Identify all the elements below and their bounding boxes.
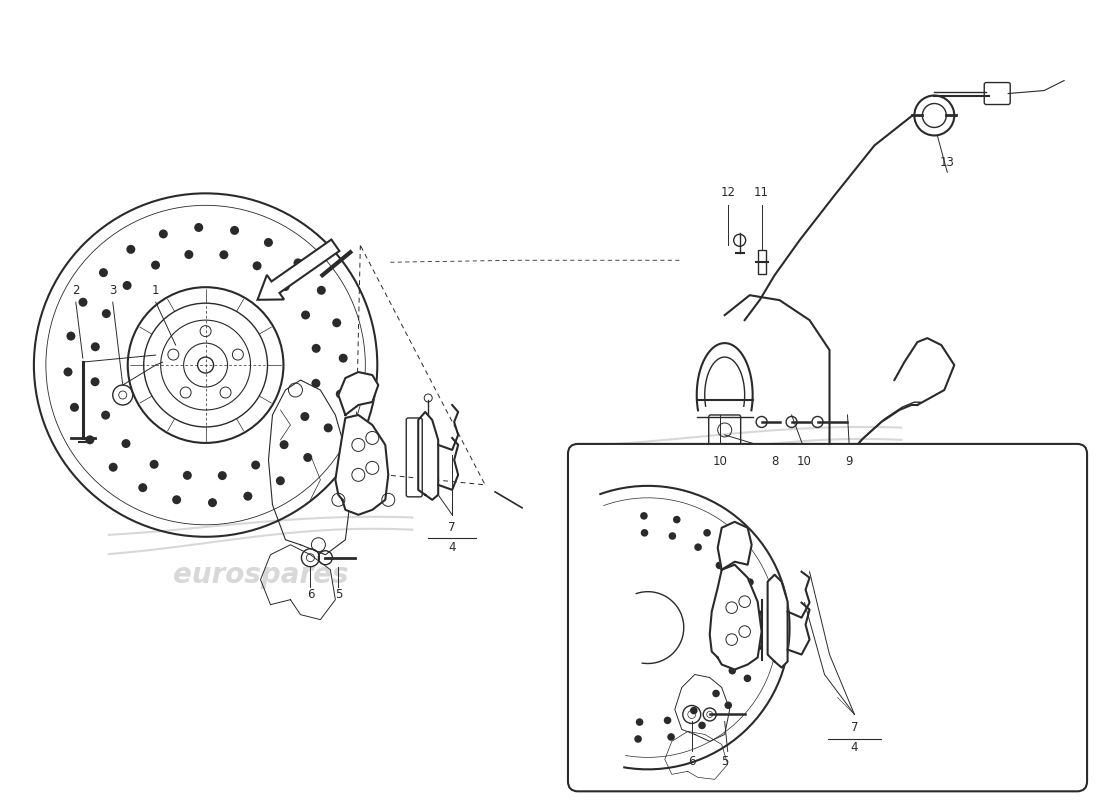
- Polygon shape: [336, 415, 388, 515]
- Polygon shape: [768, 574, 788, 667]
- Circle shape: [218, 471, 227, 480]
- Circle shape: [280, 282, 289, 291]
- Circle shape: [183, 471, 191, 480]
- Circle shape: [668, 733, 675, 741]
- Circle shape: [304, 453, 312, 462]
- FancyArrow shape: [257, 239, 340, 300]
- Circle shape: [172, 495, 182, 504]
- Circle shape: [253, 262, 262, 270]
- Circle shape: [755, 610, 762, 618]
- Circle shape: [728, 667, 736, 674]
- Circle shape: [66, 332, 76, 341]
- Polygon shape: [717, 522, 751, 570]
- Text: 5: 5: [720, 755, 728, 768]
- Circle shape: [730, 586, 738, 593]
- Text: 13: 13: [939, 156, 955, 169]
- Circle shape: [713, 690, 719, 698]
- Text: 10: 10: [713, 455, 727, 468]
- Text: 12: 12: [720, 186, 735, 199]
- Circle shape: [311, 379, 320, 388]
- Circle shape: [716, 562, 723, 569]
- Text: 11: 11: [755, 186, 769, 199]
- Circle shape: [301, 310, 310, 319]
- Circle shape: [738, 612, 746, 620]
- Circle shape: [208, 498, 217, 507]
- Circle shape: [99, 268, 108, 277]
- Circle shape: [251, 461, 260, 470]
- Circle shape: [755, 643, 761, 651]
- Circle shape: [90, 378, 99, 386]
- Circle shape: [323, 423, 332, 432]
- Circle shape: [195, 223, 204, 232]
- Circle shape: [737, 640, 745, 648]
- Text: 10: 10: [798, 455, 812, 468]
- Text: 8: 8: [771, 455, 779, 468]
- Text: eurospares: eurospares: [662, 471, 837, 499]
- Circle shape: [673, 516, 681, 523]
- Circle shape: [276, 476, 285, 486]
- Circle shape: [64, 367, 73, 377]
- Circle shape: [158, 230, 168, 238]
- Polygon shape: [418, 412, 438, 500]
- Circle shape: [725, 702, 732, 709]
- Text: 7: 7: [850, 721, 858, 734]
- Circle shape: [332, 318, 341, 327]
- Text: 2: 2: [73, 284, 79, 297]
- Text: 6: 6: [307, 588, 315, 601]
- Circle shape: [139, 483, 147, 492]
- Circle shape: [109, 462, 118, 472]
- Circle shape: [669, 532, 676, 540]
- Circle shape: [264, 238, 273, 247]
- Circle shape: [86, 435, 95, 444]
- Circle shape: [279, 440, 288, 449]
- Circle shape: [300, 412, 309, 421]
- Circle shape: [744, 674, 751, 682]
- Circle shape: [663, 717, 671, 724]
- Polygon shape: [710, 565, 761, 670]
- Text: 1: 1: [152, 284, 160, 297]
- Circle shape: [101, 410, 110, 420]
- Text: 6: 6: [688, 755, 695, 768]
- Circle shape: [230, 226, 239, 235]
- Circle shape: [640, 512, 648, 520]
- Circle shape: [126, 245, 135, 254]
- Circle shape: [728, 550, 736, 558]
- Circle shape: [698, 722, 706, 729]
- Circle shape: [635, 735, 642, 742]
- Circle shape: [151, 261, 160, 270]
- Text: 9: 9: [846, 455, 854, 468]
- Circle shape: [317, 286, 326, 294]
- Circle shape: [703, 529, 711, 537]
- Circle shape: [243, 492, 252, 501]
- Circle shape: [185, 250, 194, 259]
- Circle shape: [339, 354, 348, 362]
- Circle shape: [694, 543, 702, 551]
- Circle shape: [311, 344, 320, 353]
- Circle shape: [640, 529, 648, 537]
- Text: 3: 3: [109, 284, 117, 297]
- Circle shape: [746, 578, 754, 586]
- Text: eurospares: eurospares: [173, 561, 349, 589]
- Polygon shape: [339, 372, 378, 415]
- Text: 4: 4: [449, 542, 455, 554]
- Circle shape: [121, 439, 131, 448]
- Circle shape: [294, 258, 302, 267]
- Circle shape: [636, 718, 644, 726]
- Circle shape: [91, 342, 100, 351]
- FancyBboxPatch shape: [568, 444, 1087, 791]
- Circle shape: [336, 390, 344, 398]
- Circle shape: [690, 706, 697, 714]
- Text: 5: 5: [334, 588, 342, 601]
- Circle shape: [70, 403, 79, 412]
- Text: 4: 4: [850, 741, 858, 754]
- Circle shape: [219, 250, 229, 259]
- Circle shape: [78, 298, 88, 306]
- Circle shape: [102, 309, 111, 318]
- Circle shape: [150, 460, 158, 469]
- Text: 7: 7: [449, 522, 455, 534]
- Circle shape: [122, 281, 132, 290]
